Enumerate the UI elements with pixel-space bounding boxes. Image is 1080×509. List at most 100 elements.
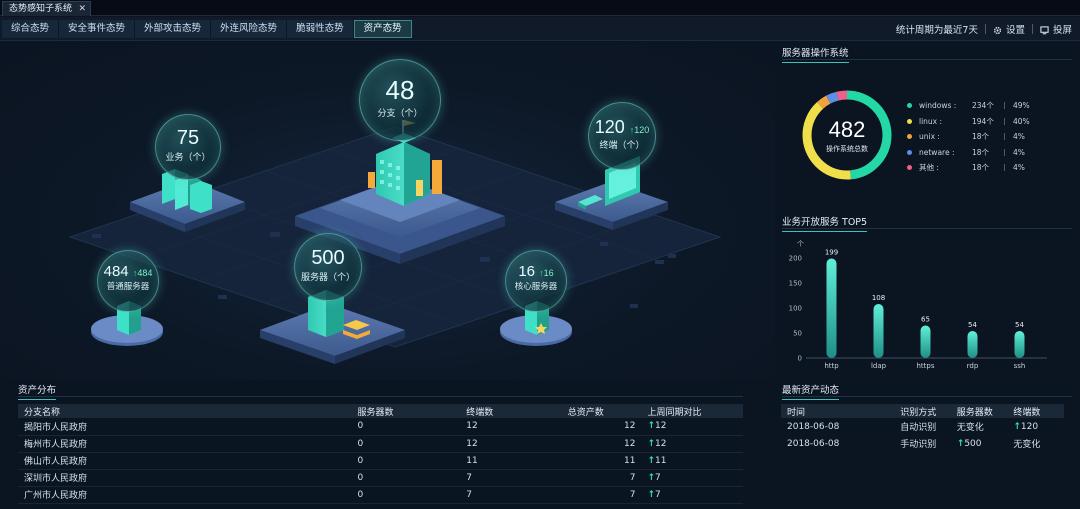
divider bbox=[1031, 24, 1033, 34]
business-bubble[interactable]: 75 业务（个） bbox=[155, 114, 221, 180]
column-header[interactable]: 终端数 bbox=[460, 404, 562, 418]
top5-title: 业务开放服务 TOP5 bbox=[782, 214, 868, 232]
core-server-count: 16 bbox=[518, 263, 535, 280]
bar-ldap bbox=[873, 304, 884, 358]
os-legend-item[interactable]: linux : 194个 40% bbox=[907, 114, 1077, 130]
terminal-up: 120 bbox=[634, 125, 650, 135]
column-header[interactable]: 总资产数 bbox=[561, 404, 642, 418]
arrow-up-icon: ↑ bbox=[647, 438, 656, 449]
bar-https bbox=[920, 325, 931, 358]
table-row[interactable]: 广州市人民政府 0 7 7 ↑7 bbox=[18, 486, 743, 504]
server-label: 服务器（个） bbox=[300, 273, 355, 283]
y-tick-label: 0 bbox=[798, 355, 802, 363]
bar-value-label: 199 bbox=[825, 249, 838, 257]
column-header[interactable]: 服务器数 bbox=[950, 404, 1008, 418]
table-row[interactable]: 2018-06-08 自动识别 无变化 ↑120 bbox=[781, 418, 1064, 435]
os-count: 18个 bbox=[972, 147, 990, 157]
compare-cell: ↑12 bbox=[641, 435, 743, 453]
x-tick-label: ldap bbox=[871, 362, 887, 370]
nav-tab[interactable]: 综合态势 bbox=[2, 20, 60, 38]
table-row[interactable]: 2018-06-08 手动识别 ↑500 无变化 bbox=[781, 435, 1064, 452]
nav-tab[interactable]: 安全事件态势 bbox=[59, 20, 136, 38]
bar-value-label: 54 bbox=[968, 321, 977, 329]
os-legend: windows : 234个 49% linux : 194个 40% unix : 18个 4… bbox=[907, 98, 1077, 176]
cast-button[interactable]: 投屏 bbox=[1040, 22, 1072, 36]
terminals-cell: ↑120 bbox=[1007, 418, 1064, 435]
arrow-up-icon: ↑ bbox=[647, 472, 656, 483]
column-header[interactable]: 终端数 bbox=[1007, 404, 1064, 418]
compare-cell: ↑11 bbox=[641, 452, 743, 470]
terminal-count-cell: 7 bbox=[460, 486, 562, 504]
table-row[interactable]: 揭阳市人民政府 0 12 12 ↑12 bbox=[18, 418, 743, 436]
new-assets-title: 最新资产动态 bbox=[782, 382, 840, 400]
nav-tab[interactable]: 脆弱性态势 bbox=[287, 20, 354, 38]
nav-tab[interactable]: 资产态势 bbox=[353, 20, 412, 38]
column-header[interactable]: 服务器数 bbox=[351, 404, 461, 418]
column-header[interactable]: 分支名称 bbox=[18, 404, 352, 418]
divider bbox=[782, 396, 1072, 397]
terminal-bubble[interactable]: 120 ↑120 终端（个） bbox=[588, 102, 656, 170]
branch-bubble[interactable]: 48 分支（个） bbox=[359, 59, 441, 141]
normal-server-bubble[interactable]: 484 ↑484 普通服务器 bbox=[97, 250, 159, 312]
compare-value: 12 bbox=[655, 438, 667, 449]
server-bubble[interactable]: 500 服务器（个） bbox=[294, 233, 362, 301]
total-count-cell: 11 bbox=[561, 452, 642, 470]
os-total: 482 操作系统总数 bbox=[802, 117, 892, 154]
os-legend-item[interactable]: 其他 : 18个 4% bbox=[907, 160, 1077, 176]
table-row[interactable]: 梅州市人民政府 0 12 12 ↑12 bbox=[18, 435, 743, 453]
compare-value: 7 bbox=[655, 489, 661, 500]
table-row[interactable]: 深圳市人民政府 0 7 7 ↑7 bbox=[18, 469, 743, 487]
new-assets-body: 2018-06-08 自动识别 无变化 ↑120 2018-06-08 手动识别 ↑500 无… bbox=[781, 418, 1064, 452]
asset-table-header: 分支名称 服务器数 终端数 总资产数 上周同期对比 bbox=[18, 404, 743, 418]
nav-tabs: 综合态势 安全事件态势 外部攻击态势 外连风险态势 脆弱性态势 资产态势 bbox=[2, 20, 412, 38]
arrow-up-icon: ↑ bbox=[647, 421, 656, 432]
nav-right: 统计周期为最近7天 设置 投屏 bbox=[896, 17, 1072, 41]
core-server-bubble[interactable]: 16 ↑16 核心服务器 bbox=[505, 250, 567, 312]
y-tick-label: 200 bbox=[789, 255, 802, 263]
method-cell: 自动识别 bbox=[900, 423, 937, 433]
os-name: 其他 : bbox=[919, 163, 939, 173]
window-tab[interactable]: 态势感知子系统 ✕ bbox=[2, 1, 92, 16]
bar-ssh bbox=[1014, 331, 1025, 358]
terminal-count-cell: 11 bbox=[460, 452, 562, 470]
normal-server-up: 484 bbox=[137, 268, 153, 278]
os-count: 18个 bbox=[972, 163, 990, 173]
column-header[interactable]: 时间 bbox=[781, 404, 895, 418]
y-unit: 个 bbox=[797, 240, 804, 248]
branch-name: 揭阳市人民政府 bbox=[18, 418, 352, 436]
total-count-cell: 7 bbox=[561, 469, 642, 487]
method-cell: 手动识别 bbox=[900, 440, 937, 450]
os-total-value: 482 bbox=[828, 117, 866, 142]
table-row[interactable]: 佛山市人民政府 0 11 11 ↑11 bbox=[18, 452, 743, 470]
os-legend-item[interactable]: windows : 234个 49% bbox=[907, 98, 1077, 114]
close-icon[interactable]: ✕ bbox=[78, 4, 87, 14]
column-header[interactable]: 识别方式 bbox=[894, 404, 951, 418]
compare-cell: ↑7 bbox=[641, 469, 743, 487]
gear-icon bbox=[993, 26, 1002, 35]
bar-http bbox=[826, 258, 837, 358]
period-label: 统计周期为最近7天 bbox=[895, 25, 978, 36]
settings-label: 设置 bbox=[1005, 25, 1025, 36]
os-count: 18个 bbox=[972, 132, 990, 142]
terminals-cell: 无变化 bbox=[1007, 435, 1064, 452]
os-donut-chart bbox=[802, 90, 892, 180]
servers-cell: 无变化 bbox=[951, 418, 1008, 435]
x-tick-label: ssh bbox=[1014, 362, 1026, 370]
nav-tab[interactable]: 外连风险态势 bbox=[211, 20, 288, 38]
os-name: windows : bbox=[919, 101, 957, 111]
settings-button[interactable]: 设置 bbox=[993, 22, 1025, 36]
os-legend-item[interactable]: unix : 18个 4% bbox=[907, 129, 1077, 145]
divider bbox=[984, 24, 986, 34]
os-name: netware : bbox=[919, 147, 955, 157]
os-total-label: 操作系统总数 bbox=[826, 145, 868, 153]
arrow-up-icon: ↑ bbox=[539, 268, 544, 278]
compare-value: 12 bbox=[655, 421, 667, 432]
asset-table: 分支名称 服务器数 终端数 总资产数 上周同期对比 揭阳市人民政府 0 12 12 ↑12 梅州市… bbox=[18, 404, 743, 504]
nav-tab[interactable]: 外部攻击态势 bbox=[135, 20, 212, 38]
column-header[interactable]: 上周同期对比 bbox=[641, 404, 743, 418]
divider bbox=[782, 59, 1072, 60]
terminal-count-cell: 12 bbox=[460, 435, 562, 453]
arrow-up-icon: ↑ bbox=[647, 489, 656, 500]
x-tick-label: http bbox=[824, 362, 839, 370]
os-legend-item[interactable]: netware : 18个 4% bbox=[907, 145, 1077, 161]
